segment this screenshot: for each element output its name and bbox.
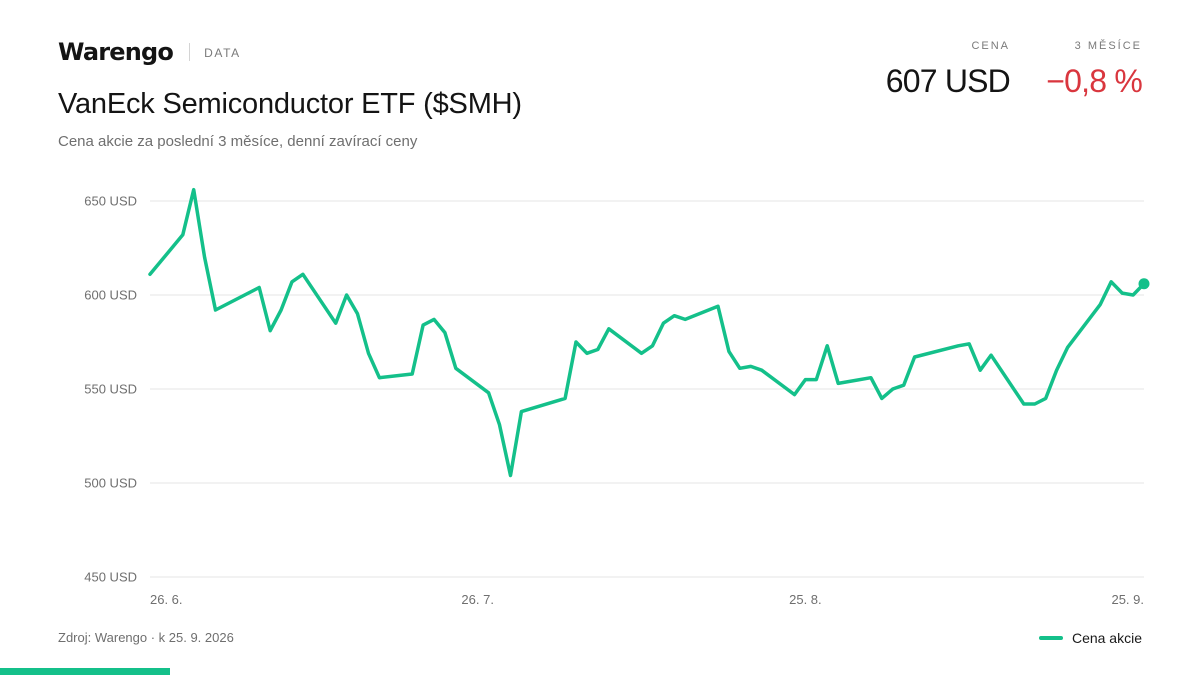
legend-label: Cena akcie: [1071, 630, 1142, 646]
brand-tag: DATA: [204, 46, 241, 60]
x-tick-label: 26. 6.: [150, 592, 183, 607]
brand-header: Warengo DATA: [58, 38, 241, 66]
series-line: [148, 187, 1146, 478]
y-tick-label: 650 USD: [84, 194, 137, 209]
accent-bar: [0, 668, 170, 675]
chart-title: VanEck Semiconductor ETF ($SMH): [58, 88, 522, 120]
source-note: Zdroj: Warengo · k 25. 9. 2026: [58, 630, 234, 645]
brand-logo: Warengo: [58, 38, 174, 66]
brand-divider: [189, 43, 191, 61]
legend-swatch: [1038, 636, 1063, 640]
change-stat: 3 MĚSÍCE −0,8 %: [1046, 40, 1143, 100]
price-label: CENA: [971, 40, 1010, 52]
y-tick-label: 450 USD: [84, 570, 137, 585]
y-tick-label: 500 USD: [84, 476, 137, 491]
x-tick-label: 25. 8.: [789, 592, 822, 607]
last-point-marker: [1138, 278, 1150, 290]
y-tick-label: 550 USD: [84, 382, 137, 397]
y-tick-label: 600 USD: [84, 288, 137, 303]
change-value: −0,8 %: [1046, 63, 1143, 99]
x-tick-label: 26. 7.: [461, 592, 494, 607]
price-stat: CENA 607 USD: [885, 40, 1011, 100]
price-value: 607 USD: [885, 63, 1011, 99]
chart-subtitle: Cena akcie za poslední 3 měsíce, denní z…: [58, 133, 418, 150]
x-tick-label: 25. 9.: [1111, 592, 1144, 607]
chart-legend: Cena akcie: [1038, 630, 1142, 646]
change-label: 3 MĚSÍCE: [1074, 40, 1142, 52]
